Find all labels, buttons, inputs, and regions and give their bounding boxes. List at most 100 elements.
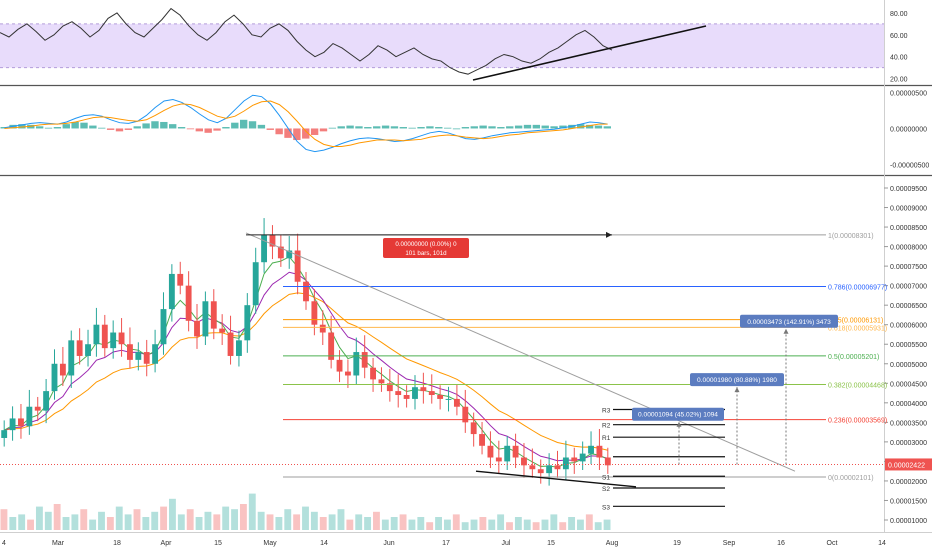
macd-histogram-bar [284,128,292,138]
volume-bar [177,514,185,530]
fib-level-label: 0.618(0.00005931) [828,325,887,332]
volume-bar [204,511,212,530]
time-tick-label: 18 [113,540,121,547]
time-tick-label: Apr [161,540,173,547]
candle-body [378,379,385,384]
pivot-label: R3 [602,407,611,414]
candle-body [311,301,318,325]
macd-histogram-bar [559,125,567,129]
candle-body [9,418,16,431]
volume-bar [550,514,558,530]
macd-histogram-bar [186,128,195,130]
fib-level-label: 1(0.00008301) [828,233,874,240]
volume-bar [231,509,238,530]
macd-histogram-bar [603,126,611,129]
volume-bar [443,519,451,530]
range-info-box [383,238,469,258]
candle-body [1,430,8,438]
candle-body [445,398,452,400]
macd-histogram-bar [53,127,62,129]
macd-tick-label: 0.00000500 [890,90,927,97]
candle-body [26,406,33,427]
macd-histogram-bar [142,123,150,129]
time-tick-label: Sep [723,540,736,547]
volume-bar [9,517,17,530]
volume-bar [275,517,283,530]
macd-histogram-bar [302,128,310,139]
pivot-label: S1 [602,474,610,481]
volume-bar [390,517,398,530]
volume-bar [151,511,159,530]
fib-level-label: 0.786(0.00006977) [828,285,887,292]
pivot-label: R1 [602,435,611,442]
rsi-tick-label: 60.00 [890,33,908,40]
price-tick-label: 0.00007000 [890,284,927,291]
rsi-band [0,23,884,68]
macd-histogram-bar [18,124,26,129]
candle-body [194,320,200,337]
volume-bar [426,522,434,530]
price-tick-label: 0.00008000 [890,245,927,252]
macd-histogram-bar [514,125,523,129]
volume-bar [364,517,372,530]
macd-histogram-bar [337,126,345,129]
macd-histogram-bar [151,121,159,129]
candle-body [152,344,159,364]
candle-body [110,332,117,349]
price-tick-label: 0.00001500 [890,498,927,505]
time-tick-label: 17 [442,540,450,547]
volume-bar [80,509,88,530]
macd-histogram-bar [550,126,558,129]
fib-level-label: 0.65(0.00006131) [828,318,883,325]
macd-histogram-bar [106,128,115,130]
time-tick-label: 4 [2,540,6,547]
candle-body [437,395,444,399]
time-tick-label: 14 [878,540,886,547]
volume-bar [381,519,389,530]
volume-bar [452,514,460,530]
candle-body [579,453,586,462]
time-tick-label: 16 [777,540,785,547]
fib-level-label: 0.5(0.00005201) [828,354,879,361]
macd-histogram-bar [35,126,44,129]
candle-body [495,457,502,462]
measure-box [632,407,724,421]
range-info-line1: 0.00000000 (0.00%) 0 [395,241,457,248]
candle-body [537,469,544,474]
macd-histogram-bar [204,128,212,133]
volume-bar [399,514,407,530]
candle-body [160,309,167,345]
rsi-trendline [472,25,707,81]
time-tick-label: 14 [320,540,328,547]
volume-bar [497,514,505,530]
candle-body [361,352,368,368]
time-tick-label: 15 [214,540,222,547]
measure-arrow-head [783,328,789,334]
candle-body [370,367,377,380]
volume-bar [133,509,141,530]
macd-tick-label: 0.00000000 [890,126,927,133]
candle-body [403,395,410,399]
macd-tick-label: -0.00000500 [890,163,929,170]
volume-bar [355,514,363,530]
candle-body [521,457,527,466]
macd-histogram-bar [266,128,274,130]
volume-bar [577,519,584,530]
macd-histogram-bar [160,121,168,129]
volume-bar [89,519,97,530]
candle-body [453,398,460,407]
macd-histogram-bar [373,126,381,129]
time-tick-label: Aug [606,540,619,547]
candle-body [235,340,242,356]
volume-bar [488,519,496,530]
price-tick-label: 0.00003500 [890,420,927,427]
fib-level-label: 0(0.00002101) [828,475,874,482]
price-tick-label: 0.00005500 [890,342,927,349]
volume-bar [479,517,487,530]
macd-histogram-bar [585,124,594,129]
macd-histogram-bar [231,122,239,129]
candle-body [596,445,603,458]
volume-bar [18,514,26,530]
